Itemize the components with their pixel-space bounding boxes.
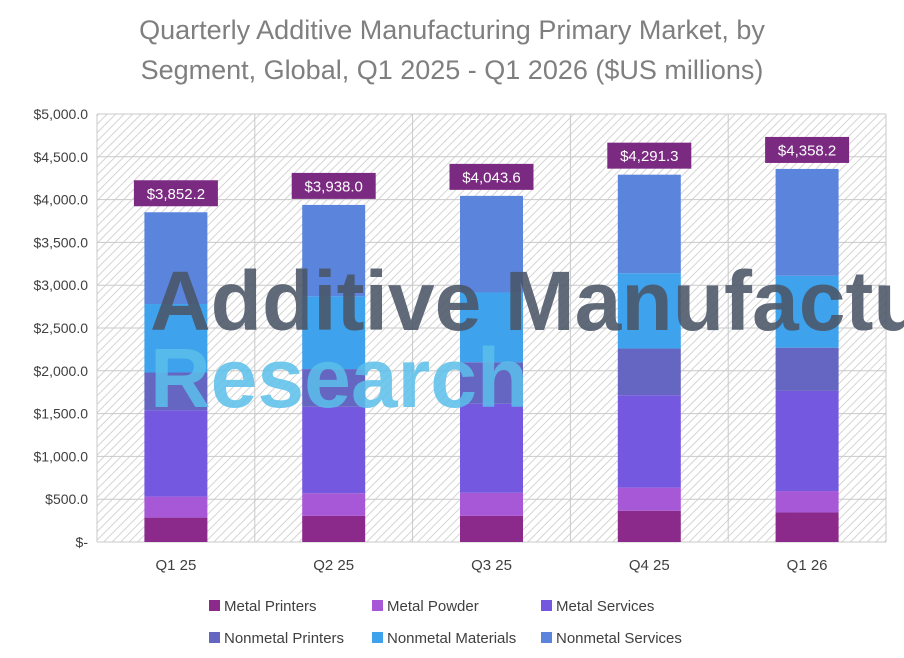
bar-segment (144, 372, 208, 411)
bar-segment (617, 487, 681, 511)
total-labels: $3,852.2 $3,938.0 $4,043.6 $4,291.3 $4,358.2 (133, 136, 850, 207)
total-label-box (133, 180, 218, 207)
legend-label: Nonmetal Services (556, 630, 682, 647)
watermark: Additive Manufacturing Research (150, 254, 904, 425)
legend-label: Nonmetal Printers (224, 630, 344, 647)
bars (144, 168, 839, 542)
x-tick-label: Q2 25 (313, 557, 354, 574)
y-tick-label: $2,500.0 (34, 320, 89, 336)
bar-segment (144, 517, 208, 542)
bar-segment (460, 195, 523, 293)
bar-segment (302, 515, 366, 542)
bar-segment (302, 493, 366, 516)
total-label-box (449, 163, 534, 190)
watermark-line-2: Research (150, 331, 528, 425)
legend-label: Metal Powder (387, 598, 479, 615)
bar-segment (460, 362, 523, 404)
total-label: $4,358.2 (778, 142, 836, 159)
total-label: $3,852.2 (147, 186, 205, 203)
total-label-box (765, 136, 850, 163)
axes: $- $500.0 $1,000.0 $1,500.0 $2,000.0 $2,500.0… (34, 106, 828, 574)
bar-segment (144, 212, 208, 305)
bar-segment (460, 492, 523, 516)
legend-label: Metal Services (556, 598, 654, 615)
x-tick-label: Q3 25 (471, 557, 512, 574)
bar-segment (775, 390, 839, 492)
bar-segment (302, 296, 366, 370)
bar-segment (617, 395, 681, 488)
legend-label: Nonmetal Materials (387, 630, 516, 647)
legend: Metal Printers Metal Powder Metal Services… (209, 598, 682, 647)
bar-segment (775, 168, 839, 276)
y-tick-label: $1,000.0 (34, 448, 89, 464)
total-label: $3,938.0 (305, 178, 363, 195)
bar-segment (144, 304, 208, 373)
bar-segment (302, 369, 366, 407)
x-tick-label: Q4 25 (629, 557, 670, 574)
legend-swatch (372, 600, 383, 611)
bar-segment (302, 204, 366, 297)
bar-segment (617, 348, 681, 396)
bar-segment (460, 515, 523, 542)
x-tick-label: Q1 25 (155, 557, 196, 574)
y-tick-label: $5,000.0 (34, 106, 89, 122)
legend-swatch (541, 632, 552, 643)
x-tick-label: Q1 26 (787, 557, 828, 574)
bar-segment (144, 410, 208, 497)
bar-segment (460, 403, 523, 493)
chart-title-line-2: Segment, Global, Q1 2025 - Q1 2026 ($US … (140, 55, 764, 85)
total-label: $4,291.3 (620, 148, 678, 165)
bar-segment (775, 491, 839, 513)
bar-segment (144, 496, 208, 518)
bar-segment (775, 347, 839, 391)
y-tick-label: $3,000.0 (34, 277, 89, 293)
y-tick-label: $4,500.0 (34, 149, 89, 165)
chart-title: Quarterly Additive Manufacturing Primary… (0, 10, 904, 90)
bar-segment (460, 292, 523, 363)
legend-swatch (209, 632, 220, 643)
legend-swatch (541, 600, 552, 611)
bar-segment (302, 406, 366, 494)
total-label-box (291, 172, 376, 199)
y-tick-label: $3,500.0 (34, 234, 89, 250)
total-label-box (607, 142, 692, 169)
y-tick-label: $- (76, 534, 89, 550)
bar-segment (617, 510, 681, 542)
legend-swatch (372, 632, 383, 643)
bar-segment (617, 273, 681, 349)
total-label: $4,043.6 (462, 169, 520, 186)
y-tick-label: $500.0 (45, 491, 88, 507)
bar-segment (617, 174, 681, 274)
bar-segment (775, 275, 839, 348)
watermark-line-1: Additive Manufacturing (150, 254, 904, 348)
chart-title-line-1: Quarterly Additive Manufacturing Primary… (139, 15, 765, 45)
legend-label: Metal Printers (224, 598, 317, 615)
bar-segment (775, 512, 839, 542)
legend-swatch (209, 600, 220, 611)
y-tick-label: $4,000.0 (34, 192, 89, 208)
y-tick-label: $1,500.0 (34, 406, 89, 422)
y-tick-label: $2,000.0 (34, 363, 89, 379)
